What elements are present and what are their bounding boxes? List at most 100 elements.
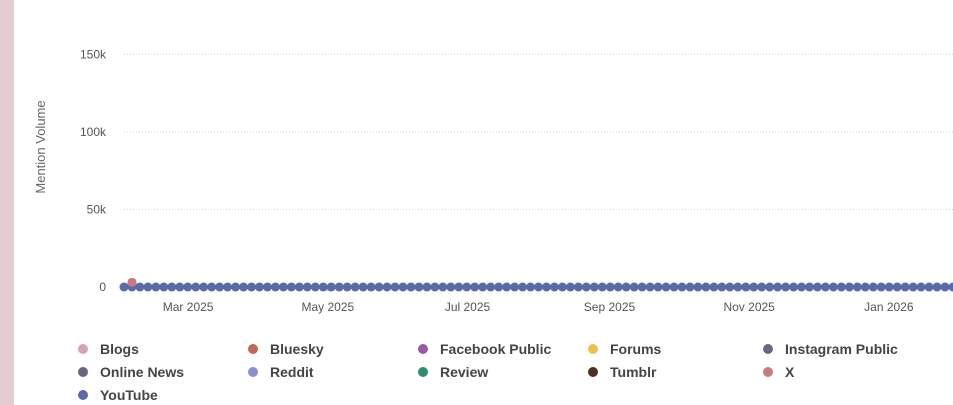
legend-item[interactable]: Instagram Public (763, 340, 898, 358)
data-point-youtube (852, 282, 862, 292)
legend-item[interactable]: Forums (588, 340, 661, 358)
data-point-youtube (143, 282, 153, 292)
x-tick-label: May 2025 (301, 300, 354, 314)
data-point-youtube (685, 282, 695, 292)
data-point-youtube (645, 282, 655, 292)
legend-item[interactable]: Bluesky (248, 340, 324, 358)
data-point-youtube (223, 282, 233, 292)
data-point-youtube (916, 282, 926, 292)
legend-item[interactable]: Online News (78, 363, 184, 381)
data-point-youtube (334, 282, 344, 292)
data-point-youtube (669, 282, 679, 292)
data-point-youtube (836, 282, 846, 292)
data-point-youtube (621, 282, 631, 292)
data-point-youtube (781, 282, 791, 292)
data-point-youtube (549, 282, 559, 292)
data-point-youtube (789, 282, 799, 292)
legend-label: Instagram Public (785, 341, 898, 357)
legend-item[interactable]: Reddit (248, 363, 314, 381)
data-point-youtube (526, 282, 536, 292)
legend-item[interactable]: X (763, 363, 794, 381)
data-point-youtube (430, 282, 440, 292)
data-point-youtube (661, 282, 671, 292)
legend-swatch (588, 367, 598, 377)
legend-label: Forums (610, 341, 662, 357)
data-point-youtube (573, 282, 583, 292)
data-point-youtube (191, 282, 201, 292)
data-point-youtube (446, 282, 456, 292)
legend-item[interactable]: Tumblr (588, 363, 656, 381)
data-point-youtube (414, 282, 424, 292)
data-point-youtube (438, 282, 448, 292)
data-point-youtube (534, 282, 543, 292)
data-point-youtube (175, 282, 185, 292)
data-point-youtube (741, 282, 751, 292)
data-point-youtube (805, 282, 815, 292)
legend-swatch (588, 344, 598, 354)
data-point-youtube (247, 282, 257, 292)
data-point-youtube (302, 282, 312, 292)
data-point-youtube (908, 282, 918, 292)
data-point-youtube (207, 282, 217, 292)
legend-swatch (248, 367, 258, 377)
data-point-youtube (844, 282, 854, 292)
data-point-youtube (637, 282, 647, 292)
legend-swatch (248, 344, 258, 354)
data-point-youtube (820, 282, 830, 292)
data-point-youtube (518, 282, 528, 292)
data-point-youtube (358, 282, 368, 292)
data-point-youtube (773, 282, 783, 292)
legend-swatch (78, 390, 88, 400)
legend-label: Bluesky (270, 341, 324, 357)
data-point-youtube (478, 282, 488, 292)
side-strip (0, 0, 14, 405)
data-point-youtube (884, 282, 894, 292)
data-point-youtube (270, 282, 280, 292)
data-point-youtube (278, 282, 288, 292)
y-tick-label: 150k (80, 47, 107, 61)
data-point-youtube (860, 282, 870, 292)
legend-swatch (763, 344, 773, 354)
legend-item[interactable]: YouTube (78, 386, 158, 404)
data-point-youtube (366, 282, 376, 292)
data-point-youtube (597, 282, 607, 292)
data-point-youtube (215, 282, 225, 292)
data-point-youtube (462, 282, 472, 292)
data-point-youtube (812, 282, 822, 292)
data-point-youtube (422, 282, 432, 292)
data-point-youtube (932, 282, 942, 292)
legend-label: Reddit (270, 364, 314, 380)
data-point-youtube (119, 282, 129, 292)
data-point-youtube (374, 282, 384, 292)
data-point-youtube (135, 282, 145, 292)
data-point-youtube (709, 282, 719, 292)
grid-layer (124, 53, 953, 210)
data-point-youtube (733, 282, 743, 292)
data-point-youtube (470, 282, 480, 292)
legend-item[interactable]: Facebook Public (418, 340, 551, 358)
legend-label: Blogs (100, 341, 139, 357)
data-point-youtube (629, 282, 639, 292)
data-point-youtube (868, 282, 878, 292)
data-point-youtube (294, 282, 304, 292)
data-point-youtube (725, 282, 735, 292)
series-layer (119, 277, 953, 292)
data-point-x (127, 277, 137, 287)
data-point-youtube (350, 282, 360, 292)
y-tick-label: 100k (80, 125, 107, 139)
x-tick-label: Mar 2025 (163, 300, 214, 314)
data-point-youtube (892, 282, 902, 292)
data-point-youtube (502, 282, 512, 292)
data-point-youtube (406, 282, 416, 292)
legend-label: Review (440, 364, 489, 380)
legend-item[interactable]: Review (418, 363, 488, 381)
legend-item[interactable]: Blogs (78, 340, 139, 358)
data-point-youtube (159, 282, 169, 292)
legend-swatch (418, 344, 428, 354)
data-point-youtube (231, 282, 241, 292)
data-point-youtube (565, 282, 575, 292)
data-point-youtube (940, 282, 950, 292)
data-point-youtube (151, 282, 161, 292)
data-point-youtube (557, 282, 567, 292)
data-point-youtube (924, 282, 934, 292)
